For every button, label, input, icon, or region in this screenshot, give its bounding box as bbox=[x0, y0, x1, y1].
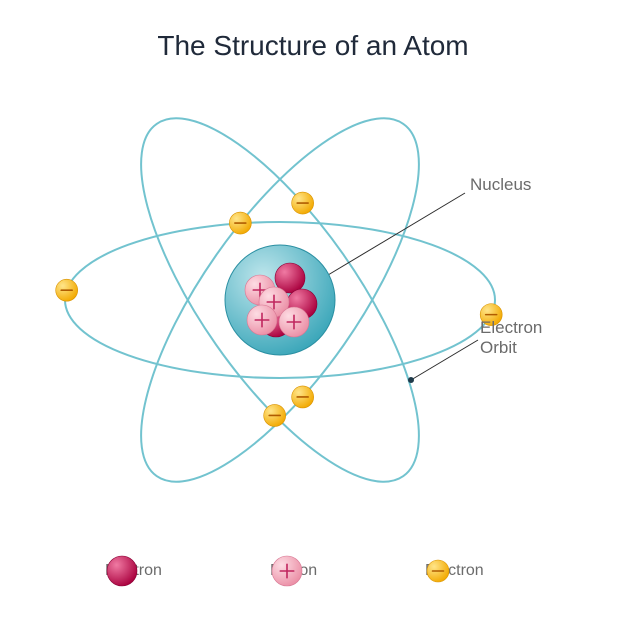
atom-diagram: { "title": { "text": "The Structure of a… bbox=[0, 0, 626, 626]
legend-item-electron: Electron bbox=[425, 562, 484, 580]
callout-nucleus-label: Nucleus bbox=[470, 175, 531, 195]
neutron bbox=[107, 556, 137, 586]
legend-item-proton: Proton bbox=[270, 562, 317, 580]
callout-electron-orbit-label: ElectronOrbit bbox=[480, 318, 542, 357]
legend-item-neutron: Neutron bbox=[105, 562, 162, 580]
neutron-icon bbox=[105, 554, 139, 588]
electron-icon bbox=[425, 558, 451, 584]
nucleus-layer bbox=[225, 245, 335, 355]
proton-icon bbox=[270, 554, 304, 588]
atom-svg bbox=[0, 0, 626, 626]
